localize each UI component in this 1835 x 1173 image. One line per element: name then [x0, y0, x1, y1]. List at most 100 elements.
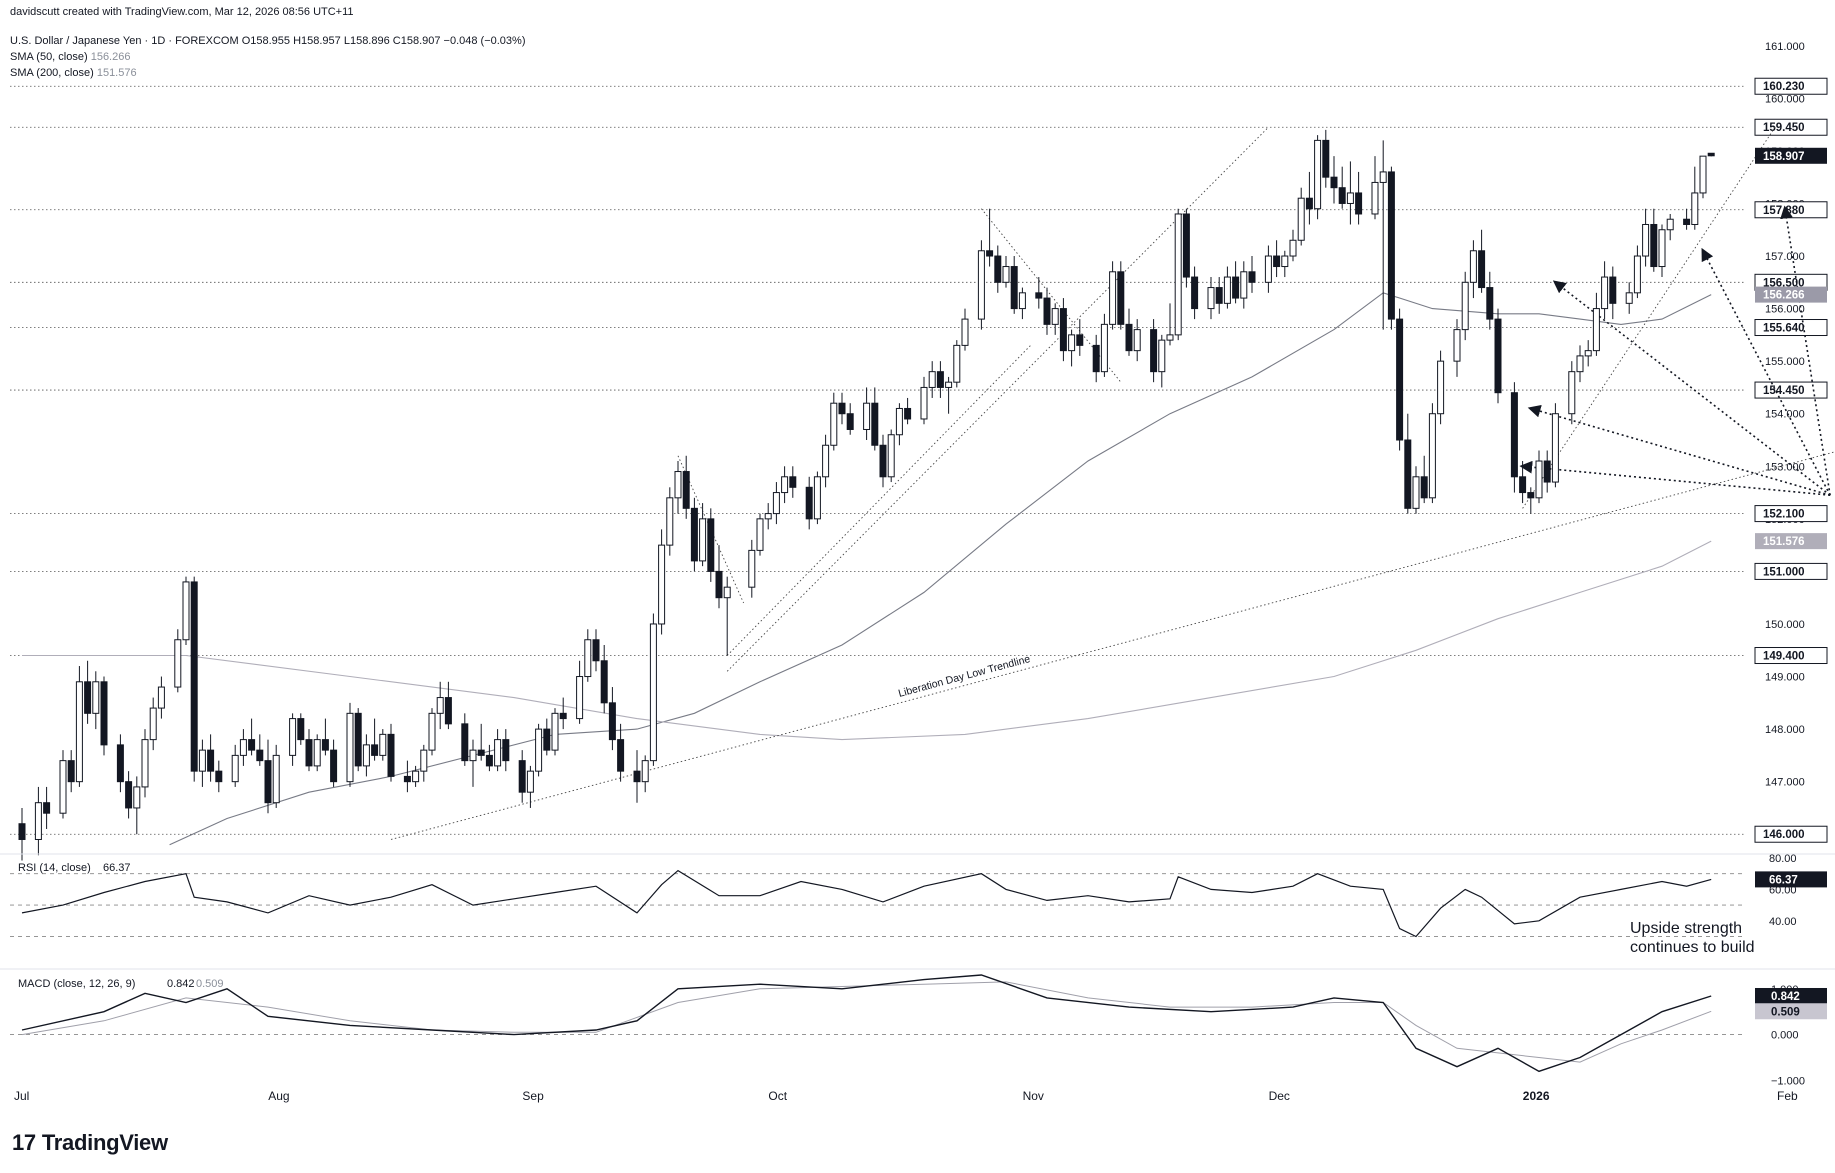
candle-body-up — [772, 492, 780, 515]
candle-body-up — [551, 712, 559, 751]
candle — [1576, 345, 1584, 383]
candle-body-up — [346, 712, 354, 783]
candle-body-up — [1002, 266, 1010, 283]
candle-body-up — [1461, 281, 1469, 331]
rsi-price-tag-label: 66.37 — [1769, 874, 1798, 886]
candle — [1330, 156, 1338, 204]
candle — [1494, 308, 1502, 404]
candle-body-up — [198, 749, 206, 772]
candle — [239, 729, 247, 766]
candle-body-up — [1068, 334, 1076, 352]
candle-body-down — [1248, 271, 1256, 283]
candle-body-up — [1207, 287, 1215, 310]
candle-body-up — [1658, 229, 1666, 268]
candle — [403, 760, 411, 793]
candle — [1510, 382, 1518, 493]
candle-body-up — [764, 513, 772, 520]
candle — [1232, 261, 1240, 304]
candle-body-up — [1699, 155, 1707, 194]
candle — [1428, 403, 1436, 504]
price-tag — [1755, 533, 1827, 550]
level-price-tag — [1754, 505, 1828, 523]
candle — [149, 697, 157, 751]
candle-body-up — [1428, 413, 1436, 499]
candle — [346, 702, 354, 787]
candle — [584, 629, 592, 682]
candle — [1018, 287, 1026, 320]
candle — [1010, 256, 1018, 314]
level-price-tag — [1754, 562, 1828, 580]
candle-body-up — [289, 718, 297, 756]
candle — [1002, 256, 1010, 288]
candle — [1371, 156, 1379, 220]
candle — [1166, 303, 1174, 346]
candle — [1150, 319, 1158, 383]
annotation-arrow — [1701, 247, 1831, 496]
candle-body-up — [412, 770, 420, 783]
macd-signal-line — [21, 981, 1712, 1063]
rising-trendline-oct — [726, 126, 1269, 672]
candle — [781, 466, 789, 504]
sma200-line — [22, 540, 1712, 741]
candle — [1109, 261, 1117, 330]
candle-body-up — [420, 749, 428, 772]
tradingview-logo[interactable]: 17 TradingView — [12, 1130, 168, 1156]
candle — [1486, 271, 1494, 330]
candle — [674, 461, 682, 514]
candle-body-down — [297, 718, 305, 741]
candle-body-down — [215, 770, 223, 783]
candle — [1346, 161, 1354, 225]
candle — [1158, 334, 1166, 388]
y-axis-tick-label: 160.000 — [1765, 93, 1805, 105]
candle-body-up — [641, 760, 649, 783]
candle — [1650, 208, 1658, 272]
candle — [1535, 450, 1543, 504]
y-axis-tick-label: 148.000 — [1765, 724, 1805, 736]
candle-body-up — [1633, 255, 1641, 294]
candle — [494, 729, 502, 772]
candle-body-down — [1707, 152, 1715, 157]
level-price-tag — [1754, 77, 1828, 95]
candle — [1527, 487, 1535, 514]
annotation-arrow — [1780, 205, 1831, 496]
candle — [387, 723, 395, 782]
candle — [174, 629, 182, 693]
candle-body-up — [535, 728, 543, 772]
candle — [1519, 461, 1527, 504]
candle — [1240, 261, 1248, 309]
level-price-label: 156.500 — [1763, 277, 1805, 289]
candle — [59, 750, 67, 819]
candle-body-up — [149, 707, 157, 741]
y-axis-tick-label: 157.000 — [1765, 251, 1805, 263]
level-price-tag — [1754, 118, 1828, 136]
candle — [1699, 155, 1707, 199]
candle — [1404, 413, 1412, 514]
candle-body-up — [133, 786, 141, 809]
level-price-label: 146.000 — [1763, 829, 1805, 841]
candle — [1273, 240, 1281, 278]
candle-body-up — [1264, 255, 1272, 283]
sma50-legend[interactable]: SMA (50, close) 156.266 — [10, 51, 130, 63]
y-axis-tick-label: 150.000 — [1765, 619, 1805, 631]
candle — [928, 361, 936, 398]
candle — [1248, 256, 1256, 293]
candle — [18, 807, 26, 861]
candle-body-up — [231, 754, 239, 783]
candle — [608, 687, 616, 751]
candle-body-down — [986, 250, 994, 257]
candle — [887, 429, 895, 483]
candle-body-up — [59, 760, 67, 814]
macd-signal-legend: 0.509 — [196, 978, 224, 990]
candle-body-up — [756, 518, 764, 551]
candle — [1437, 350, 1445, 425]
sma200-legend[interactable]: SMA (200, close) 151.576 — [10, 67, 137, 79]
candle — [34, 786, 42, 856]
candle — [231, 744, 239, 787]
candle — [600, 645, 608, 714]
candle — [92, 671, 100, 730]
candle-body-up — [977, 250, 985, 320]
y-axis-tick-label: 154.000 — [1765, 409, 1805, 421]
candle-body-up — [699, 518, 707, 562]
candle — [371, 718, 379, 761]
